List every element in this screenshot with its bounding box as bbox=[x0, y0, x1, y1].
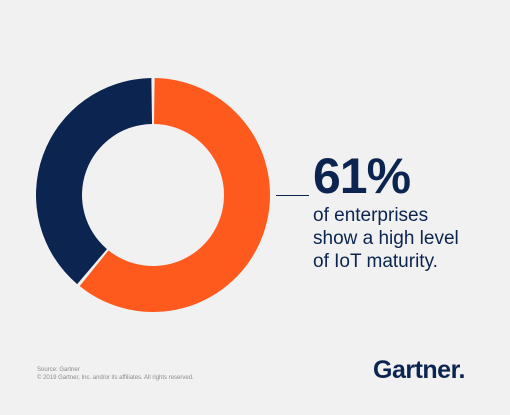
gartner-logo: Gartner. bbox=[373, 356, 465, 385]
copyright-note: © 2019 Gartner, Inc. and/or its affiliat… bbox=[37, 375, 194, 381]
leader-line bbox=[276, 195, 309, 196]
footer: Source: Gartner © 2019 Gartner, Inc. and… bbox=[37, 366, 194, 382]
stat-description: of enterprises show a high level of IoT … bbox=[313, 204, 459, 273]
donut-slice-2 bbox=[36, 78, 153, 285]
logo-dot: . bbox=[458, 356, 465, 384]
source-note: Source: Gartner bbox=[37, 367, 80, 373]
stat-line-1: of enterprises bbox=[313, 205, 429, 226]
donut-slice-1 bbox=[79, 78, 271, 312]
donut-chart bbox=[36, 78, 271, 312]
stat-callout: 61% of enterprises show a high level of … bbox=[313, 150, 459, 273]
stat-line-2: show a high level bbox=[313, 228, 459, 249]
logo-text: Gartner bbox=[373, 356, 459, 384]
stat-value: 61% bbox=[313, 148, 411, 204]
stat-line-3: of IoT maturity. bbox=[313, 251, 438, 272]
